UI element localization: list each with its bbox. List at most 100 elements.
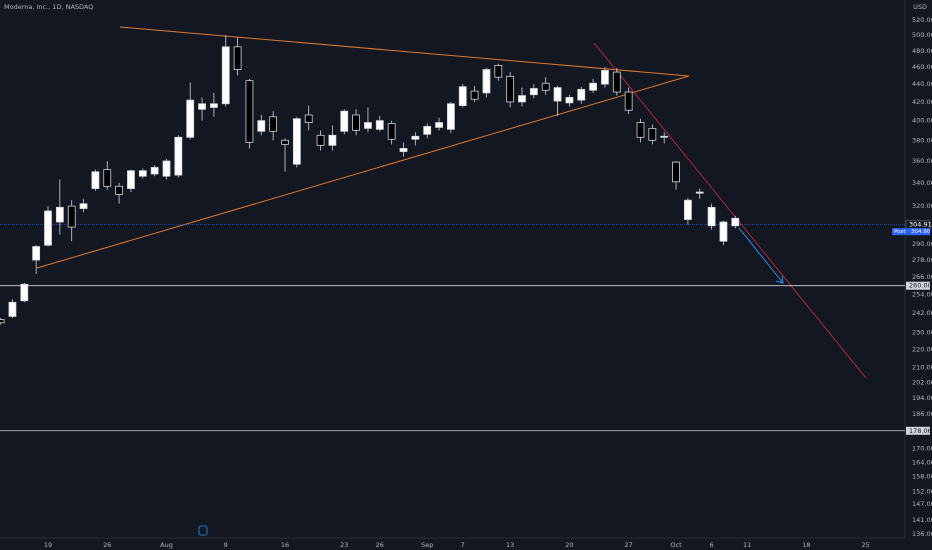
candle-body — [375, 120, 384, 130]
y-tick-label: 278.00 — [912, 256, 932, 264]
projection-arrow — [738, 227, 784, 284]
candle-body — [364, 122, 372, 129]
candle-body — [174, 136, 183, 176]
candle-body — [150, 167, 159, 175]
candle-body — [387, 123, 396, 140]
candle-body — [103, 169, 112, 187]
candle-body — [245, 80, 254, 143]
candle-body — [458, 86, 467, 107]
x-tick-label: 16 — [281, 541, 289, 549]
candle-body — [316, 134, 325, 146]
candle-body — [601, 70, 609, 85]
candle-body — [186, 99, 195, 138]
x-tick-label: 25 — [862, 541, 870, 549]
x-tick-label: 6 — [710, 541, 714, 549]
x-tick-label: 26 — [103, 541, 111, 549]
x-tick-label: 13 — [506, 541, 514, 549]
candle-body — [352, 114, 361, 131]
candle-body — [565, 97, 574, 104]
candle-body — [20, 283, 29, 302]
y-tick-label: 420.00 — [912, 98, 932, 106]
y-tick-label: 158.00 — [912, 473, 932, 481]
y-tick-label: 290.00 — [912, 240, 932, 248]
x-tick-label: Sep — [421, 541, 433, 549]
candle-body — [435, 122, 443, 128]
candle-body — [399, 148, 408, 152]
candle-body — [233, 46, 242, 70]
x-tick-label: 9 — [224, 541, 228, 549]
down-trend-line — [593, 42, 867, 379]
chart-title: Moderna, Inc., 1D, NASDAQ — [4, 3, 93, 11]
y-tick-label: 230.00 — [912, 329, 932, 337]
candle-body — [529, 88, 538, 96]
candle-body — [541, 82, 550, 91]
candle-body — [91, 171, 100, 189]
y-tick-label: 400.00 — [912, 117, 932, 125]
y-tick-label: 266.00 — [912, 273, 932, 281]
y-tick-label: 254.00 — [912, 291, 932, 299]
x-tick-label: 26 — [376, 541, 384, 549]
candle-body — [67, 205, 76, 228]
y-tick-label: 141.00 — [912, 516, 932, 524]
x-tick-label: 18 — [802, 541, 810, 549]
x-tick-label: 23 — [340, 541, 348, 549]
x-tick-label: 20 — [565, 541, 573, 549]
y-tick-label: 220.00 — [912, 346, 932, 354]
candle-body — [32, 246, 41, 261]
candle-body — [648, 127, 657, 141]
candle-body — [589, 82, 597, 91]
candle-body — [0, 319, 5, 324]
candle-body — [138, 170, 147, 177]
x-tick-label: Oct — [670, 541, 682, 549]
candle-body — [340, 110, 349, 132]
candle-body — [304, 114, 313, 123]
candle-body — [553, 87, 562, 102]
candle-body — [269, 116, 278, 132]
candle-body — [198, 103, 206, 110]
level-label-box — [906, 426, 930, 435]
candle-body — [494, 65, 503, 78]
candle-body — [636, 122, 645, 138]
candle-body — [482, 69, 491, 94]
candle-body — [257, 120, 266, 132]
y-tick-label: 500.00 — [912, 31, 932, 39]
level-label: 260.00 — [909, 282, 932, 290]
candle-body — [695, 191, 704, 194]
candle-body — [127, 170, 135, 189]
y-tick-label: 164.00 — [912, 458, 932, 466]
candle-body — [577, 88, 586, 101]
candle-body — [292, 118, 301, 165]
x-tick-label: 27 — [625, 541, 633, 549]
candle-body — [115, 185, 123, 195]
y-tick-label: 242.00 — [912, 309, 932, 317]
y-tick-label: 360.00 — [912, 157, 932, 165]
candle-body — [446, 103, 455, 130]
candle-body — [423, 126, 432, 135]
candle-body — [506, 75, 515, 103]
y-tick-label: 340.00 — [912, 179, 932, 187]
y-tick-label: 440.00 — [912, 80, 932, 88]
candle-body — [281, 139, 289, 145]
post-name: Post — [894, 229, 906, 235]
candle-body — [672, 161, 680, 183]
y-tick-label: 186.00 — [912, 410, 932, 418]
x-tick-label: 11 — [743, 541, 751, 549]
candle-body — [719, 221, 728, 242]
candle-body — [624, 91, 633, 111]
candle-body — [209, 103, 218, 108]
candle-body — [470, 90, 479, 100]
level-label-box — [906, 281, 930, 290]
currency-label: USD — [913, 3, 927, 11]
y-tick-label: 460.00 — [912, 63, 932, 71]
post-box — [892, 228, 930, 236]
y-tick-label: 136.00 — [912, 530, 932, 538]
post-label: 304.90 — [911, 229, 931, 235]
candle-body — [660, 135, 669, 138]
candle-body — [707, 206, 716, 227]
y-tick-label: 170.00 — [912, 445, 932, 453]
y-tick-label: 202.00 — [912, 378, 932, 386]
earnings-marker[interactable] — [198, 525, 208, 536]
